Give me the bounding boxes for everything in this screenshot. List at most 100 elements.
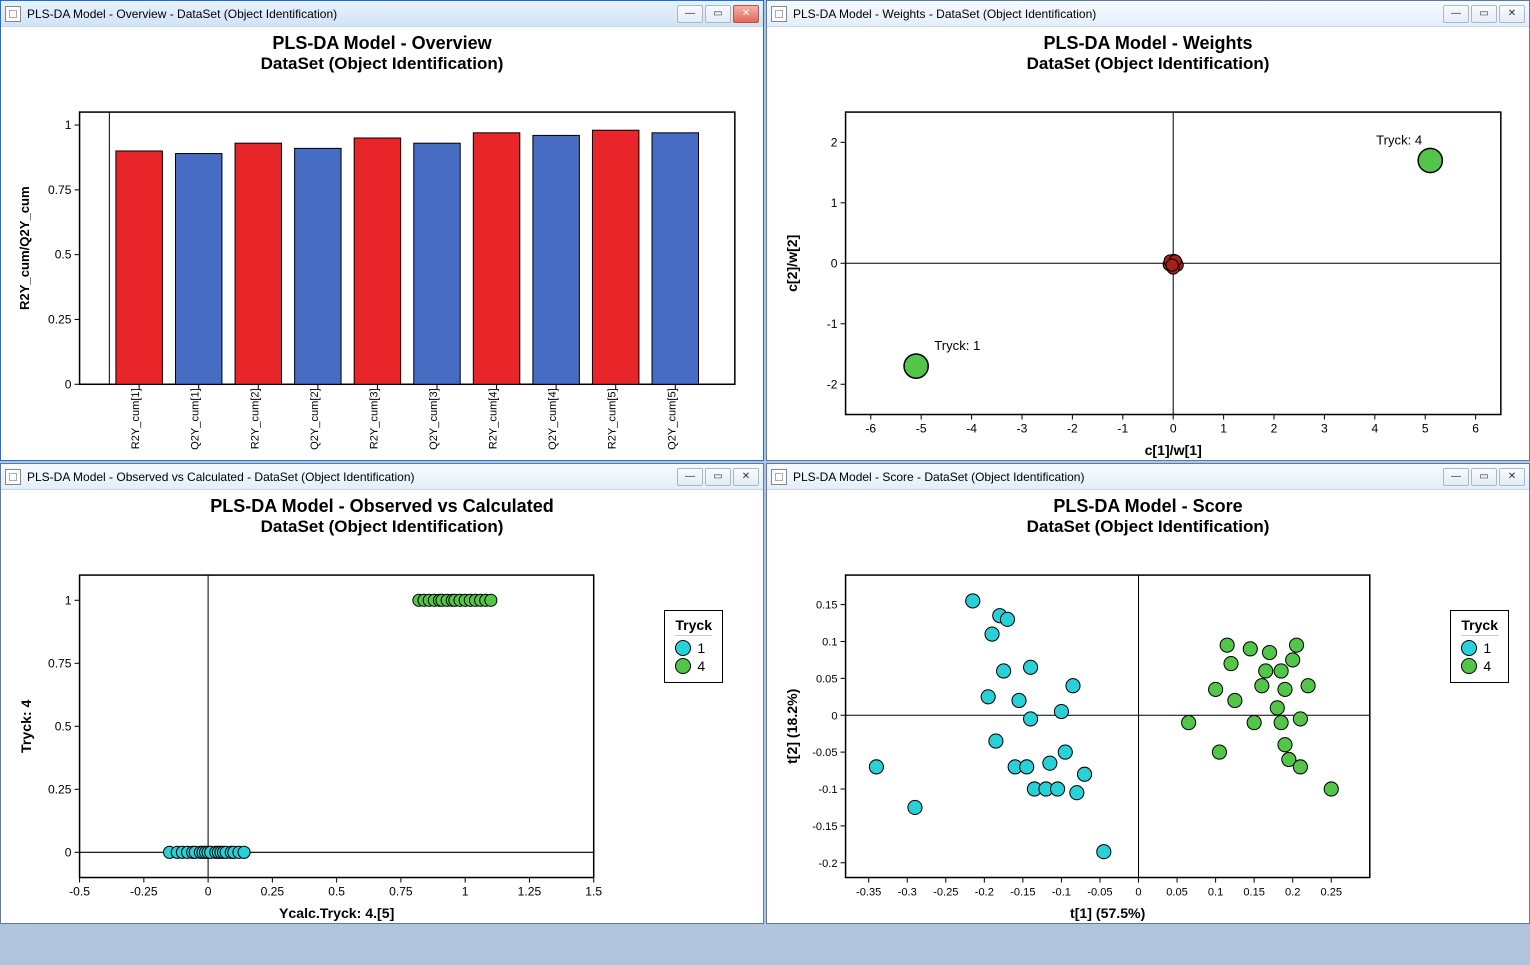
svg-text:-0.3: -0.3 [898, 887, 917, 899]
svg-text:R2Y_cum[1]: R2Y_cum[1] [130, 388, 142, 449]
window-title: PLS-DA Model - Weights - DataSet (Object… [793, 7, 1443, 21]
svg-text:R2Y_cum[3]: R2Y_cum[3] [368, 388, 380, 449]
svg-text:t[2] (18.2%): t[2] (18.2%) [784, 689, 800, 764]
chart-subtitle: DataSet (Object Identification) [9, 517, 755, 537]
svg-text:0.5: 0.5 [55, 248, 72, 262]
chart-area-overview: PLS-DA Model - Overview DataSet (Object … [1, 27, 763, 460]
svg-text:-0.35: -0.35 [856, 887, 881, 899]
svg-text:0.05: 0.05 [1166, 887, 1188, 899]
minimize-button[interactable]: — [677, 5, 703, 23]
svg-text:0: 0 [831, 710, 837, 722]
legend-swatch-icon [1461, 640, 1477, 656]
svg-text:0.15: 0.15 [816, 600, 838, 612]
legend-label: 4 [1483, 658, 1491, 674]
svg-text:0: 0 [65, 377, 72, 391]
minimize-button[interactable]: — [1443, 5, 1469, 23]
svg-text:-0.15: -0.15 [1010, 887, 1035, 899]
maximize-button[interactable]: ▭ [705, 5, 731, 23]
titlebar[interactable]: PLS-DA Model - Overview - DataSet (Objec… [1, 1, 763, 27]
svg-text:t[1] (57.5%): t[1] (57.5%) [1070, 905, 1145, 921]
maximize-button[interactable]: ▭ [705, 468, 731, 486]
svg-text:0.75: 0.75 [389, 885, 413, 899]
svg-text:-0.2: -0.2 [975, 887, 994, 899]
svg-text:1: 1 [462, 885, 469, 899]
svg-text:Tryck: 4: Tryck: 4 [1376, 132, 1422, 147]
app-icon [771, 469, 787, 485]
scatter-chart: -0.35 -0.3 -0.25 -0.2 -0.15 -0.1 -0.05 0 0.05 0.1… [775, 541, 1521, 962]
minimize-button[interactable]: — [1443, 468, 1469, 486]
svg-text:5: 5 [1422, 422, 1429, 436]
legend-label: 4 [697, 658, 705, 674]
svg-text:-6: -6 [865, 422, 876, 436]
svg-text:1.25: 1.25 [518, 885, 542, 899]
window-score: PLS-DA Model - Score - DataSet (Object I… [766, 463, 1530, 924]
titlebar[interactable]: PLS-DA Model - Weights - DataSet (Object… [767, 1, 1529, 27]
svg-text:-0.05: -0.05 [1087, 887, 1112, 899]
svg-text:-0.1: -0.1 [1052, 887, 1071, 899]
svg-text:0.15: 0.15 [1243, 887, 1265, 899]
legend-item: 4 [1461, 658, 1498, 674]
close-button[interactable]: ✕ [1499, 5, 1525, 23]
svg-text:1: 1 [831, 196, 838, 210]
close-button[interactable]: ✕ [1499, 468, 1525, 486]
svg-text:-0.25: -0.25 [933, 887, 958, 899]
svg-text:-2: -2 [1067, 422, 1078, 436]
svg-text:0.05: 0.05 [816, 673, 838, 685]
svg-text:-0.05: -0.05 [812, 747, 837, 759]
svg-text:3: 3 [1321, 422, 1328, 436]
svg-text:0.5: 0.5 [55, 719, 72, 733]
svg-text:0.25: 0.25 [261, 885, 285, 899]
svg-text:-5: -5 [916, 422, 927, 436]
legend-item: 1 [675, 640, 712, 656]
chart-subtitle: DataSet (Object Identification) [775, 54, 1521, 74]
window-title: PLS-DA Model - Observed vs Calculated - … [27, 470, 677, 484]
window-overview: PLS-DA Model - Overview - DataSet (Objec… [0, 0, 764, 461]
svg-text:Ycalc.Tryck: 4.[5]: Ycalc.Tryck: 4.[5] [279, 905, 394, 921]
chart-area-obscalc: PLS-DA Model - Observed vs Calculated Da… [1, 490, 763, 923]
svg-text:c[2]/w[2]: c[2]/w[2] [784, 235, 800, 292]
svg-text:1: 1 [65, 593, 72, 607]
titlebar[interactable]: PLS-DA Model - Score - DataSet (Object I… [767, 464, 1529, 490]
scatter-chart: -0.5-0.2500.250.50.7511.251.500.250.50.7… [9, 541, 755, 962]
svg-text:Tryck: 4: Tryck: 4 [18, 699, 34, 752]
svg-text:-3: -3 [1017, 422, 1028, 436]
svg-text:Q2Y_cum[4]: Q2Y_cum[4] [547, 388, 559, 450]
legend-item: 1 [1461, 640, 1498, 656]
chart-title: PLS-DA Model - Weights [775, 33, 1521, 54]
chart-title: PLS-DA Model - Observed vs Calculated [9, 496, 755, 517]
svg-text:Tryck: 1: Tryck: 1 [934, 338, 980, 353]
app-icon [771, 6, 787, 22]
window-title: PLS-DA Model - Overview - DataSet (Objec… [27, 7, 677, 21]
titlebar[interactable]: PLS-DA Model - Observed vs Calculated - … [1, 464, 763, 490]
app-icon [5, 469, 21, 485]
close-button[interactable]: ✕ [733, 5, 759, 23]
svg-text:-2: -2 [827, 377, 838, 391]
legend-title: Tryck [675, 617, 712, 636]
svg-text:1: 1 [1220, 422, 1227, 436]
legend: Tryck 1 4 [664, 610, 723, 683]
svg-text:0.75: 0.75 [48, 183, 72, 197]
chart-area-score: PLS-DA Model - Score DataSet (Object Ide… [767, 490, 1529, 923]
svg-text:Q2Y_cum[5]: Q2Y_cum[5] [666, 388, 678, 450]
svg-text:-0.1: -0.1 [818, 784, 837, 796]
svg-text:0.25: 0.25 [1320, 887, 1342, 899]
minimize-button[interactable]: — [677, 468, 703, 486]
svg-text:1: 1 [65, 118, 72, 132]
svg-text:-4: -4 [966, 422, 977, 436]
svg-text:Q2Y_cum[2]: Q2Y_cum[2] [309, 388, 321, 450]
svg-text:-1: -1 [827, 317, 838, 331]
svg-text:R2Y_cum[2]: R2Y_cum[2] [249, 388, 261, 449]
svg-text:R2Y_cum[4]: R2Y_cum[4] [488, 388, 500, 449]
svg-text:-0.15: -0.15 [812, 821, 837, 833]
svg-text:-1: -1 [1117, 422, 1128, 436]
close-button[interactable]: ✕ [733, 468, 759, 486]
maximize-button[interactable]: ▭ [1471, 5, 1497, 23]
svg-text:0: 0 [65, 845, 72, 859]
maximize-button[interactable]: ▭ [1471, 468, 1497, 486]
svg-text:0.75: 0.75 [48, 656, 72, 670]
svg-text:R2Y_cum/Q2Y_cum: R2Y_cum/Q2Y_cum [17, 186, 32, 310]
svg-text:0: 0 [1135, 887, 1141, 899]
svg-text:0.5: 0.5 [328, 885, 345, 899]
svg-text:2: 2 [1271, 422, 1278, 436]
svg-text:4: 4 [1371, 422, 1378, 436]
